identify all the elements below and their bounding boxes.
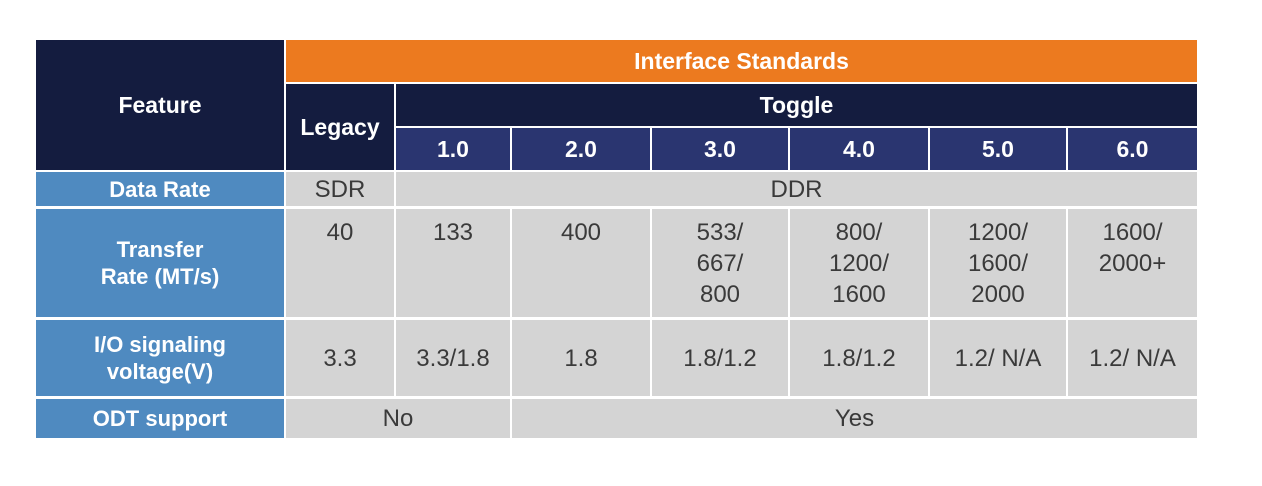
table-cell: 800/ 1200/ 1600 — [790, 209, 928, 317]
table-cell: 1600/ 2000+ — [1068, 209, 1197, 317]
interface-standards-header: Interface Standards — [286, 40, 1197, 82]
version-header: 5.0 — [930, 128, 1066, 170]
table-cell: DDR — [396, 172, 1197, 206]
row-label: Data Rate — [36, 172, 284, 206]
table-cell: 533/ 667/ 800 — [652, 209, 788, 317]
table-cell: 3.3 — [286, 320, 394, 396]
table-cell: 1.8 — [512, 320, 650, 396]
version-header: 1.0 — [396, 128, 510, 170]
table-cell: 1200/ 1600/ 2000 — [930, 209, 1066, 317]
toggle-header: Toggle — [396, 84, 1197, 126]
table-cell: 3.3/1.8 — [396, 320, 510, 396]
table-cell: Yes — [512, 399, 1197, 438]
version-header: 6.0 — [1068, 128, 1197, 170]
version-header: 4.0 — [790, 128, 928, 170]
table-cell: No — [286, 399, 510, 438]
legacy-header: Legacy — [286, 84, 394, 170]
table-cell: 400 — [512, 209, 650, 317]
table-cell: 1.2/ N/A — [1068, 320, 1197, 396]
version-header: 2.0 — [512, 128, 650, 170]
table-cell: SDR — [286, 172, 394, 206]
table-cell: 1.8/1.2 — [790, 320, 928, 396]
table-cell: 133 — [396, 209, 510, 317]
table-cell: 40 — [286, 209, 394, 317]
table-cell: 1.2/ N/A — [930, 320, 1066, 396]
version-header: 3.0 — [652, 128, 788, 170]
row-label: Transfer Rate (MT/s) — [36, 209, 284, 317]
row-label: ODT support — [36, 399, 284, 438]
row-label: I/O signaling voltage(V) — [36, 320, 284, 396]
table-cell: 1.8/1.2 — [652, 320, 788, 396]
feature-header: Feature — [36, 40, 284, 170]
